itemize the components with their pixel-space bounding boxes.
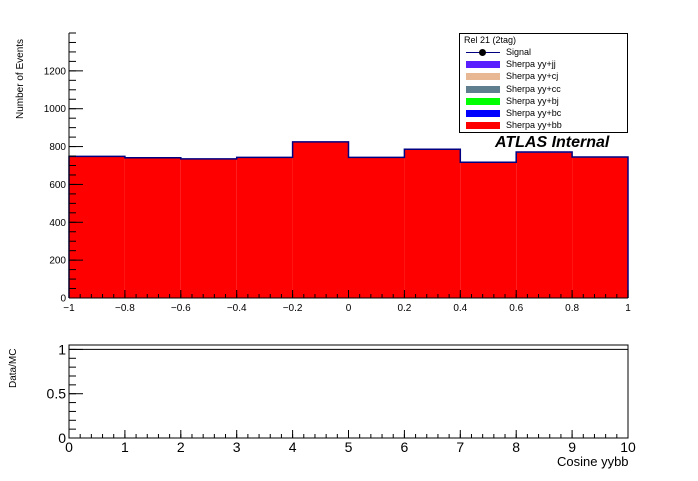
bar-sherpa-yy-bb-bin-3 — [236, 157, 293, 298]
ratio-x-tick-label: 7 — [456, 439, 464, 455]
bar-sherpa-yy-bb-bin-0 — [69, 156, 125, 298]
legend-swatch — [466, 85, 500, 93]
ratio-x-tick-label: 0 — [65, 439, 73, 455]
main-x-tick-label: −0.8 — [115, 303, 135, 314]
bar-sherpa-yy-bb-bin-8 — [516, 152, 573, 298]
legend-label: Sherpa yy+jj — [506, 59, 556, 70]
legend-swatch — [466, 122, 500, 130]
main-x-tick-label: 0.6 — [509, 303, 523, 314]
main-y-tick-label: 0 — [60, 294, 66, 305]
main-y-tick-label: 800 — [49, 142, 66, 153]
ratio-x-tick-label: 6 — [401, 439, 409, 455]
main-x-tick-label: −0.6 — [171, 303, 191, 314]
ratio-frame — [68, 344, 629, 439]
main-x-tick-label: 0.8 — [565, 303, 579, 314]
legend-label: Sherpa yy+bb — [506, 120, 562, 131]
main-x-tick-label: 0 — [346, 303, 352, 314]
legend: Rel 21 (2tag) Signal Sherpa yy+jj Sherpa y… — [459, 33, 628, 133]
bar-sherpa-yy-bb-bin-2 — [180, 159, 237, 298]
bar-sherpa-yy-bb-bin-6 — [404, 149, 461, 298]
legend-entry: Signal — [464, 47, 624, 59]
ratio-x-tick-label: 3 — [233, 439, 241, 455]
legend-swatch — [466, 73, 500, 81]
legend-marker-signal — [466, 47, 500, 59]
legend-label: Sherpa yy+bj — [506, 95, 559, 106]
ratio-x-tick-label: 10 — [620, 439, 636, 455]
main-x-tick-label: 0.4 — [453, 303, 467, 314]
main-y-tick-label: 400 — [49, 218, 66, 229]
main-y-tick-label: 1200 — [44, 66, 67, 77]
main-x-tick-label: −0.2 — [283, 303, 303, 314]
main-plot-panel: −1 −0.8 −0.6 −0.4 −0.2 0 0.2 0.4 0.6 0.8 1 0 200 400 6… — [44, 32, 631, 314]
ratio-y-tick-label: 0 — [58, 430, 66, 446]
legend-header: Rel 21 (2tag) — [464, 35, 517, 45]
main-x-tick-label: 0.2 — [397, 303, 411, 314]
ratio-x-tick-label: 2 — [177, 439, 185, 455]
legend-label: Sherpa yy+bc — [506, 108, 562, 118]
legend-entry: Sherpa yy+cj — [464, 71, 624, 83]
main-x-tick-label: −0.4 — [227, 303, 247, 314]
legend-swatch — [466, 97, 500, 105]
legend-label: Signal — [506, 47, 532, 57]
ratio-y-axis-title: Data/MC — [8, 348, 19, 388]
legend-entry: Sherpa yy+cc — [464, 84, 624, 96]
legend-swatch — [466, 61, 500, 69]
legend-label: Sherpa yy+cj — [506, 71, 559, 82]
legend-swatch — [466, 110, 500, 117]
stack-outline — [68, 141, 629, 298]
ratio-x-tick-label: 4 — [289, 439, 297, 455]
bar-sherpa-yy-bb-bin-1 — [124, 158, 181, 298]
ratio-x-axis-title: Cosine yybb — [557, 454, 629, 469]
legend-entry: Sherpa yy+bj — [464, 96, 624, 108]
ratio-x-tick-label: 8 — [512, 439, 520, 455]
bar-sherpa-yy-bb-bin-7 — [460, 162, 517, 298]
main-x-tick-label: 1 — [625, 303, 631, 314]
ratio-plot-panel: 0 1 2 3 4 5 6 7 8 9 10 0 0.5 1 — [47, 341, 636, 455]
ratio-x-tick-label: 9 — [568, 439, 576, 455]
bar-sherpa-yy-bb-bin-5 — [348, 157, 405, 298]
main-x-tick-label: −1 — [63, 303, 75, 314]
atlas-internal-label: ATLAS Internal — [495, 134, 610, 151]
main-y-axis-title: Number of Events — [15, 38, 26, 119]
ratio-x-tick-label: 5 — [345, 439, 353, 455]
ratio-y-tick-label: 1 — [58, 341, 66, 357]
bar-sherpa-yy-bb-bin-9 — [572, 157, 628, 298]
main-y-tick-label: 1000 — [44, 104, 67, 115]
legend-entry: Sherpa yy+bb — [464, 120, 624, 132]
main-y-tick-label: 200 — [49, 256, 66, 267]
ratio-x-tick-label: 1 — [121, 439, 129, 455]
legend-label: Sherpa yy+cc — [506, 83, 561, 94]
main-y-tick-label: 600 — [49, 180, 66, 191]
legend-entry: Sherpa yy+jj — [464, 59, 624, 71]
legend-entry: Sherpa yy+bc — [464, 108, 624, 120]
bar-sherpa-yy-bb-bin-4 — [292, 142, 349, 298]
ratio-y-tick-label: 0.5 — [47, 386, 67, 402]
